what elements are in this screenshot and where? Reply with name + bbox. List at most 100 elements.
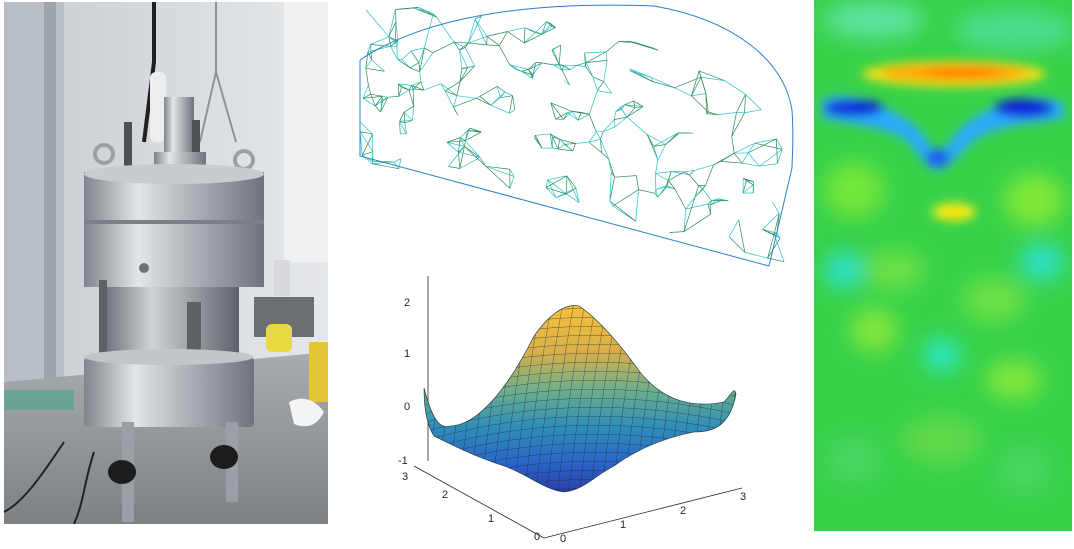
truss-member: [633, 100, 644, 107]
truss-member: [541, 26, 552, 35]
truss-member: [773, 213, 780, 235]
truss-member: [557, 144, 565, 150]
truss-member: [566, 175, 580, 203]
truss-member: [776, 138, 778, 164]
truss-member: [733, 152, 743, 164]
truss-member: [396, 46, 398, 60]
truss-member: [557, 139, 561, 150]
surface-grid-line: [434, 305, 466, 492]
truss-member: [401, 59, 411, 69]
truss-member: [608, 158, 615, 178]
truss-member: [412, 89, 415, 107]
truss-member: [479, 96, 492, 106]
truss-member: [555, 112, 568, 120]
truss-member: [541, 27, 556, 35]
truss-member: [545, 187, 567, 195]
surface-grid-line: [445, 305, 477, 492]
truss-member: [403, 112, 406, 123]
truss-member: [577, 114, 590, 121]
truss-member: [509, 109, 515, 114]
truss-member: [605, 51, 608, 61]
truss-member: [707, 203, 712, 215]
truss-member: [609, 177, 615, 202]
truss-member: [592, 76, 598, 91]
truss-member: [612, 189, 639, 207]
truss-member: [603, 81, 612, 94]
y-tick-label: 2: [442, 489, 448, 501]
truss-member: [459, 49, 463, 69]
truss-member: [655, 173, 669, 181]
truss-member: [454, 41, 469, 44]
truss-member: [666, 185, 675, 190]
truss-member: [547, 179, 557, 198]
truss-member: [689, 174, 699, 186]
truss-member: [647, 134, 666, 145]
truss-member: [528, 69, 533, 76]
truss-member: [566, 193, 580, 203]
truss-member: [372, 160, 395, 163]
truss-member: [668, 171, 685, 181]
truss-member: [767, 234, 775, 259]
truss-member: [762, 213, 780, 230]
heatmap-canvas: [814, 0, 1072, 531]
truss-member: [550, 102, 573, 112]
truss-member: [552, 136, 559, 150]
truss-member: [486, 44, 500, 47]
truss-member: [418, 62, 421, 72]
truss-member: [528, 62, 536, 70]
truss-member: [653, 144, 666, 147]
truss-member: [448, 166, 460, 169]
truss-member: [509, 169, 515, 177]
truss-member: [461, 67, 468, 69]
truss-member: [563, 80, 570, 86]
truss-member: [683, 196, 696, 232]
truss-mesh-canvas: [359, 4, 794, 267]
truss-member: [467, 130, 480, 133]
truss-member: [485, 165, 510, 170]
truss-member: [685, 203, 708, 210]
x-tick-label: 0: [560, 533, 566, 545]
truss-member: [694, 164, 714, 171]
truss-member: [585, 66, 594, 78]
truss-member: [380, 96, 383, 113]
truss-member: [444, 90, 454, 108]
truss-member: [567, 111, 573, 113]
truss-member: [444, 81, 461, 92]
truss-member: [741, 152, 749, 164]
surface-grid-line: [414, 497, 744, 525]
truss-member: [436, 16, 455, 43]
truss-member: [541, 21, 547, 35]
truss-member: [535, 133, 551, 136]
truss-member: [707, 203, 711, 206]
truss-member: [609, 172, 612, 202]
truss-member: [602, 119, 615, 132]
truss-member: [362, 98, 376, 107]
truss-member: [367, 51, 372, 60]
truss-member: [398, 83, 413, 86]
truss-member: [399, 121, 407, 135]
truss-member: [747, 138, 777, 154]
truss-member: [365, 59, 372, 69]
truss-member: [576, 65, 586, 67]
color-field-heatmap: [814, 0, 1072, 531]
truss-member: [603, 60, 608, 82]
truss-member: [460, 137, 466, 141]
truss-member: [624, 104, 644, 107]
truss-member: [711, 199, 723, 201]
truss-member: [521, 71, 533, 79]
truss-member: [453, 95, 458, 108]
truss-member: [605, 41, 619, 53]
truss-member: [557, 148, 573, 152]
truss-member: [409, 67, 420, 73]
truss-member: [738, 219, 746, 253]
truss-member: [709, 200, 712, 206]
z-tick-label: 1: [404, 348, 410, 360]
truss-member: [684, 170, 695, 173]
truss-member: [459, 157, 481, 169]
truss-member: [691, 93, 706, 97]
truss-member: [652, 81, 675, 89]
truss-member: [586, 60, 608, 63]
truss-member: [459, 42, 469, 51]
truss-member: [566, 175, 577, 189]
truss-member: [474, 18, 488, 37]
